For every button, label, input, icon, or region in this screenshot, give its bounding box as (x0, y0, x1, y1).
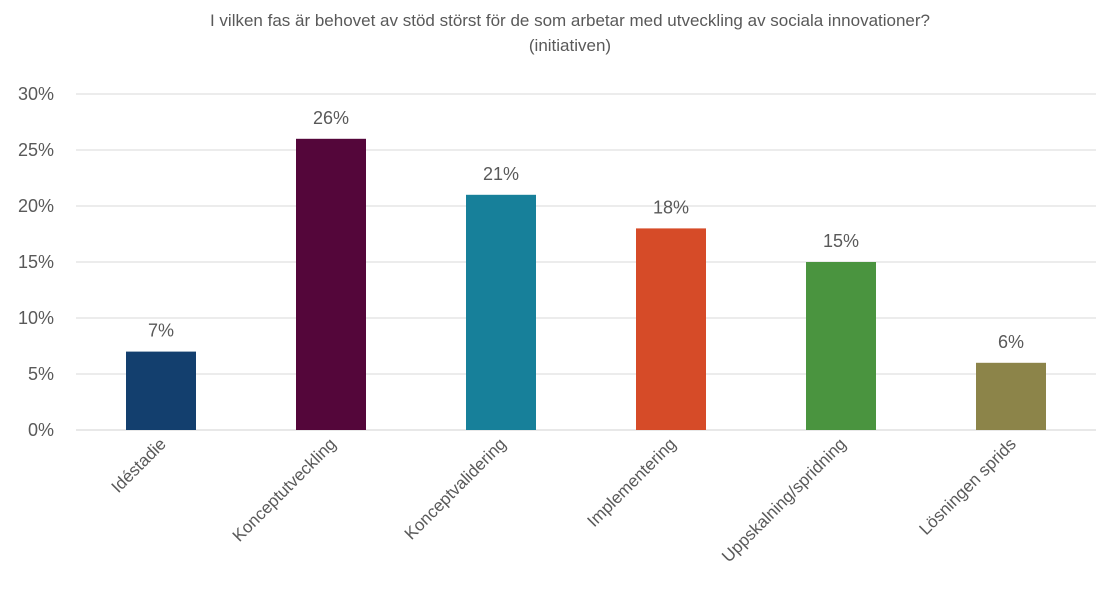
y-tick-label: 10% (18, 308, 54, 328)
x-tick-label: Uppskalning/spridning (718, 434, 850, 566)
data-label: 15% (823, 231, 859, 251)
data-label: 7% (148, 321, 174, 341)
chart-title: I vilken fas är behovet av stöd störst f… (210, 11, 930, 30)
y-tick-label: 25% (18, 140, 54, 160)
data-label: 6% (998, 332, 1024, 352)
y-tick-label: 20% (18, 196, 54, 216)
bar (126, 351, 196, 430)
x-tick-label: Konceptutveckling (229, 434, 340, 545)
x-tick-label: Konceptvalidering (401, 434, 510, 543)
data-label: 26% (313, 108, 349, 128)
x-tick-label: Idéstadie (108, 434, 170, 496)
data-label: 18% (653, 197, 689, 217)
x-tick-label: Lösningen sprids (916, 434, 1020, 538)
data-label: 21% (483, 164, 519, 184)
y-axis-tick-labels: 0% 5% 10% 15% 20% 25% 30% (18, 84, 54, 440)
data-labels: 7% 26% 21% 18% 15% 6% (148, 108, 1024, 352)
y-tick-label: 5% (28, 364, 54, 384)
bar (296, 138, 366, 431)
y-tick-label: 15% (18, 252, 54, 272)
bar (466, 194, 536, 430)
y-tick-label: 30% (18, 84, 54, 104)
bar (636, 228, 706, 430)
bar (976, 362, 1046, 430)
bar (806, 262, 876, 430)
x-axis-category-labels: Idéstadie Konceptutveckling Konceptvalider… (108, 434, 1020, 566)
x-tick-label: Implementering (584, 434, 680, 530)
chart-subtitle: (initiativen) (529, 36, 611, 55)
gridlines (76, 93, 1096, 431)
y-tick-label: 0% (28, 420, 54, 440)
bars (126, 138, 1046, 431)
